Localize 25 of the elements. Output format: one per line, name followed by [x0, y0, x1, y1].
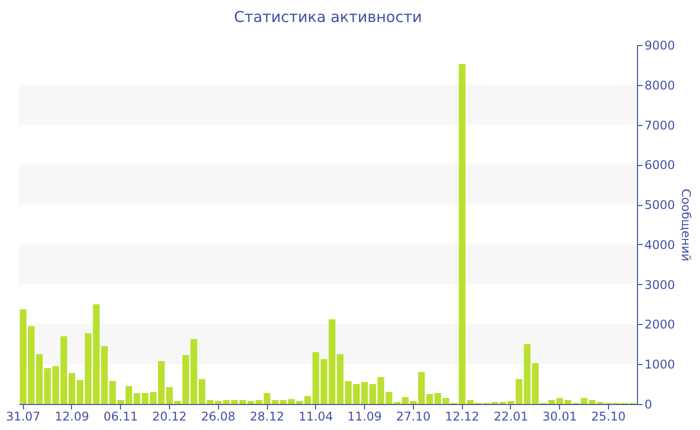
- x-tick-label: 12.12: [444, 410, 480, 424]
- x-tick-label: 25.10: [591, 410, 626, 424]
- y-tick-label: 8000: [644, 78, 676, 92]
- x-tick-label: 11.09: [347, 410, 382, 424]
- x-tick-label: 27.10: [396, 410, 431, 424]
- y-tick-label: 9000: [644, 38, 676, 52]
- y-tick-label: 3000: [644, 278, 676, 292]
- x-tick-label: 28.12: [250, 410, 284, 424]
- x-tick-label: 30.01: [542, 410, 577, 424]
- x-tick-label: 26.08: [201, 410, 236, 424]
- x-tick-label: 06.11: [104, 410, 138, 424]
- x-tick-label: 31.07: [6, 410, 40, 424]
- y-tick-label: 2000: [644, 318, 676, 332]
- y-axis-title: Сообщений: [679, 188, 694, 262]
- chart-title: Статистика активности: [234, 8, 422, 26]
- y-tick-label: 5000: [644, 198, 676, 212]
- y-tick-label: 4000: [644, 238, 676, 252]
- x-tick-label: 20.12: [152, 410, 187, 424]
- x-tick-label: 12.09: [54, 410, 90, 424]
- x-tick-label: 22.01: [494, 410, 528, 424]
- x-tick-label: 11.04: [298, 410, 333, 424]
- y-tick-label: 7000: [644, 118, 676, 132]
- y-tick-label: 6000: [644, 158, 676, 172]
- y-tick-label: 1000: [644, 358, 676, 372]
- y-tick-label: 0: [644, 398, 652, 412]
